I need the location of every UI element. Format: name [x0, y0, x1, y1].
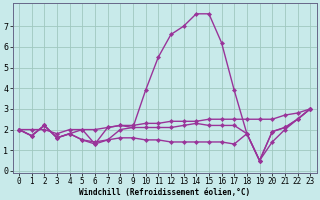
X-axis label: Windchill (Refroidissement éolien,°C): Windchill (Refroidissement éolien,°C) [79, 188, 250, 197]
